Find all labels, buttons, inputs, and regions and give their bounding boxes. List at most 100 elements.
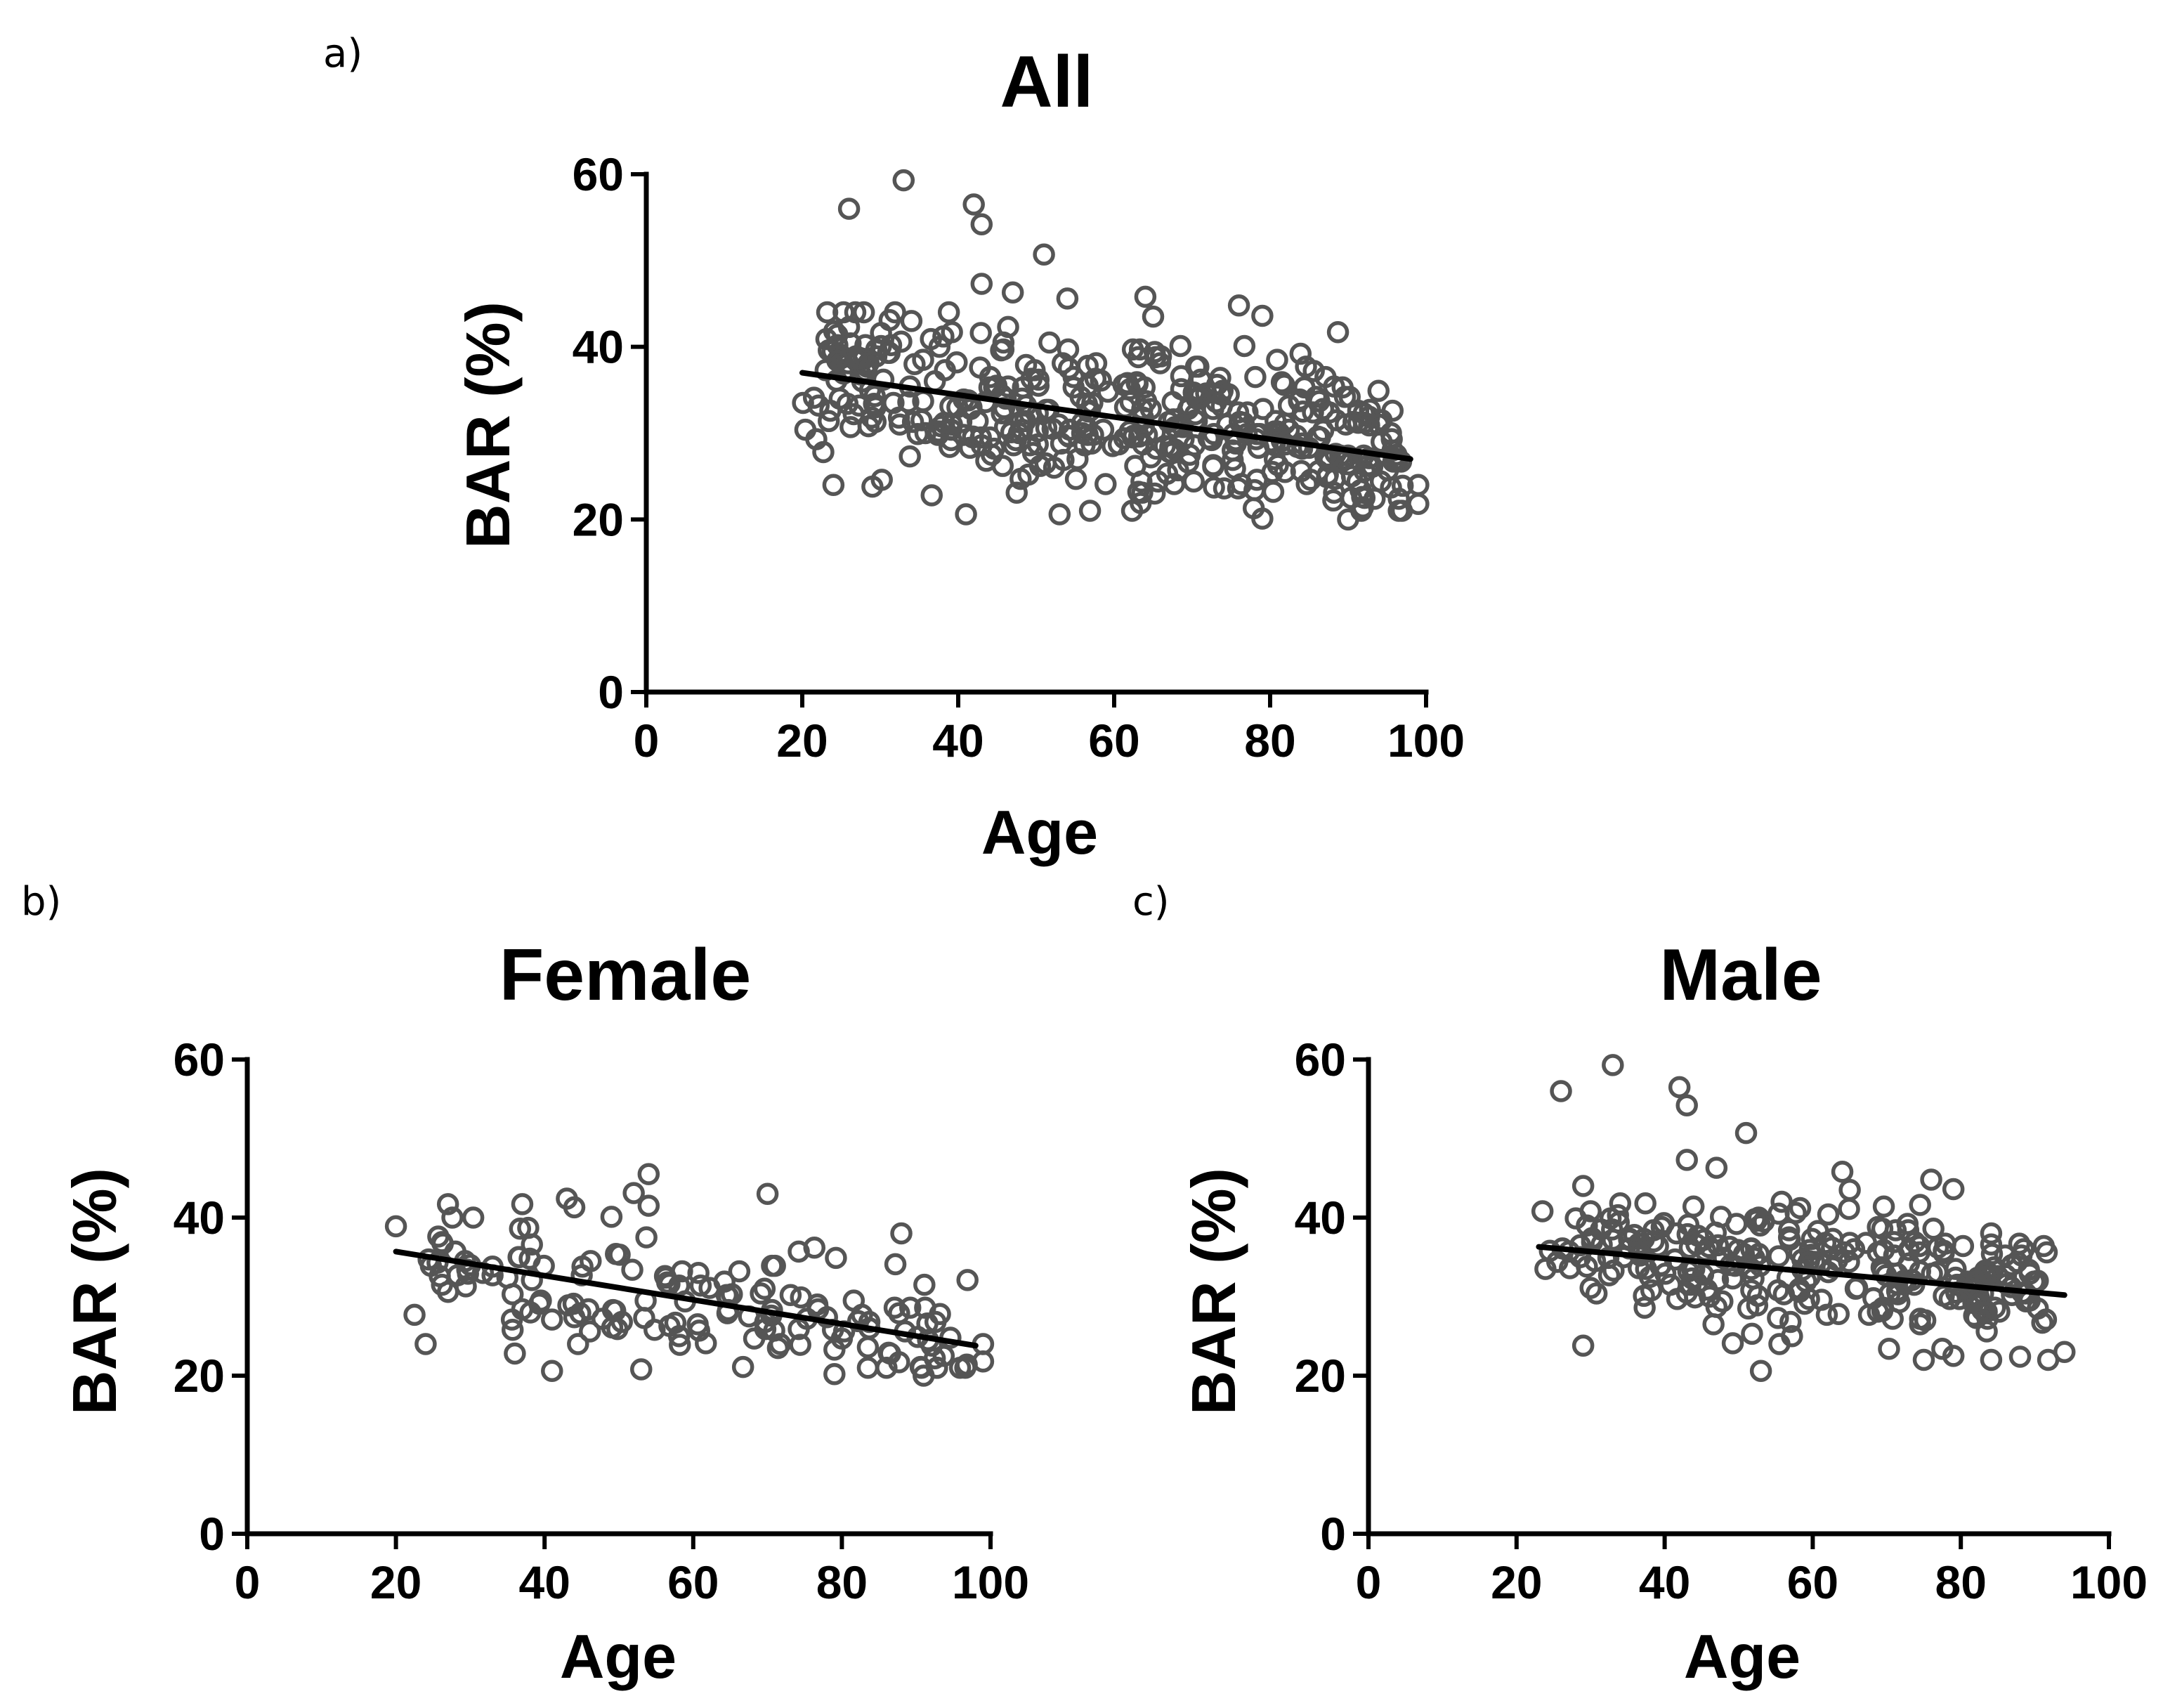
data-point-all-405 [991, 402, 1013, 424]
data-point-all-84 [1026, 433, 1049, 456]
data-point-female-138 [621, 1258, 643, 1281]
data-point-all-129 [1233, 334, 1256, 358]
data-point-all-436 [1353, 486, 1376, 509]
data-point-male-215 [1633, 1296, 1656, 1319]
data-point-all-99 [1213, 477, 1236, 500]
y-tick-label-all-60: 60 [573, 148, 624, 200]
data-point-female-10 [890, 1222, 913, 1245]
data-point-all-190 [946, 351, 968, 374]
data-point-all-357 [1172, 428, 1195, 450]
data-point-all-25 [1203, 476, 1225, 499]
data-point-female-6 [622, 1182, 645, 1204]
x-tick-label-female-60: 60 [667, 1556, 719, 1608]
data-point-male-291 [1938, 1288, 1961, 1310]
data-point-male-273 [1725, 1213, 1748, 1235]
data-point-male-30 [2032, 1234, 2055, 1258]
data-point-all-115 [1295, 356, 1317, 378]
data-point-male-168 [1884, 1219, 1907, 1241]
data-point-male-235 [1602, 1228, 1624, 1251]
data-point-female-109 [898, 1296, 922, 1319]
data-point-all-135 [991, 455, 1014, 477]
data-point-all-438 [1118, 420, 1141, 443]
data-point-male-280 [1815, 1303, 1838, 1326]
data-point-male-256 [1878, 1282, 1901, 1305]
data-point-all-8 [1134, 285, 1157, 308]
data-point-male-4 [1734, 1121, 1758, 1145]
data-point-male-226 [2018, 1263, 2041, 1285]
chart-title-female: Female [499, 934, 751, 1016]
data-point-all-15 [1048, 503, 1071, 526]
data-point-all-0 [892, 169, 915, 192]
data-point-male-247 [2031, 1311, 2053, 1334]
data-point-female-46 [605, 1243, 627, 1265]
data-points-female [384, 1163, 995, 1387]
data-point-all-289 [906, 422, 929, 445]
data-point-male-255 [1908, 1234, 1930, 1258]
data-point-male-11 [1571, 1334, 1595, 1357]
data-point-male-94 [1767, 1307, 1789, 1329]
x-tick-label-male-80: 80 [1935, 1556, 1986, 1608]
data-point-female-117 [753, 1277, 776, 1300]
data-point-all-332 [969, 356, 991, 379]
data-point-all-425 [969, 322, 992, 344]
data-point-all-75 [872, 368, 895, 391]
data-point-all-314 [794, 418, 817, 441]
data-point-all-60 [852, 301, 875, 324]
data-point-all-363 [1242, 497, 1265, 520]
data-point-all-229 [836, 392, 859, 415]
data-point-all-302 [1244, 365, 1267, 389]
axis-ticks-female: 0 20 40 60 80 100 0 20 40 60 [174, 1034, 1029, 1608]
data-point-female-168 [633, 1307, 655, 1329]
data-point-all-411 [1352, 402, 1375, 424]
data-point-all-305 [1161, 391, 1184, 414]
data-point-female-72 [427, 1225, 450, 1248]
data-point-all-192 [997, 315, 1019, 339]
data-point-all-413 [1158, 441, 1181, 464]
data-point-all-323 [1187, 356, 1210, 378]
data-point-all-9 [1142, 305, 1165, 328]
data-point-male-129 [1904, 1231, 1926, 1253]
data-point-all-80 [844, 301, 867, 324]
data-point-all-391 [1014, 353, 1038, 377]
data-point-all-428 [854, 334, 877, 356]
data-point-female-164 [842, 1289, 865, 1312]
data-point-all-420 [1130, 470, 1153, 493]
data-point-all-397 [1143, 341, 1166, 363]
data-point-all-285 [1227, 477, 1250, 500]
data-point-all-38 [1266, 348, 1288, 371]
data-point-female-41 [956, 1269, 979, 1291]
data-point-all-288 [997, 375, 1019, 398]
data-point-all-1 [837, 197, 861, 220]
data-point-female-141 [754, 1317, 777, 1341]
data-point-all-342 [1038, 331, 1061, 354]
axes-male [1366, 1057, 2112, 1537]
y-tick-label-male-0: 0 [1320, 1508, 1346, 1560]
data-point-male-274 [1718, 1235, 1741, 1258]
panel-label-b: b) [21, 879, 61, 925]
data-point-female-58 [825, 1246, 847, 1270]
data-point-female-160 [606, 1317, 629, 1341]
data-point-male-259 [1564, 1207, 1587, 1230]
data-point-all-222 [946, 396, 969, 419]
data-point-all-158 [792, 391, 814, 415]
data-point-female-92 [789, 1334, 811, 1356]
x-tick-label-all-100: 100 [1387, 715, 1465, 767]
axis-ticks-all: 0 20 40 60 80 100 0 20 40 60 [573, 148, 1465, 767]
data-point-all-41 [920, 484, 943, 507]
data-point-male-139 [1843, 1238, 1866, 1260]
data-point-all-320 [832, 301, 855, 324]
data-point-all-427 [878, 341, 901, 365]
data-point-male-3 [1675, 1094, 1698, 1116]
panel-label-a: a) [323, 31, 362, 77]
data-point-female-155 [654, 1266, 677, 1289]
data-point-all-14 [955, 503, 977, 526]
data-point-all-297 [1322, 489, 1345, 512]
data-point-female-0 [384, 1215, 407, 1238]
data-point-male-204 [1698, 1235, 1720, 1258]
x-tick-label-male-60: 60 [1787, 1556, 1838, 1608]
data-point-male-236 [1781, 1325, 1803, 1348]
y-tick-label-all-0: 0 [598, 666, 624, 718]
data-point-male-126 [2034, 1308, 2058, 1331]
data-point-female-103 [667, 1325, 691, 1348]
